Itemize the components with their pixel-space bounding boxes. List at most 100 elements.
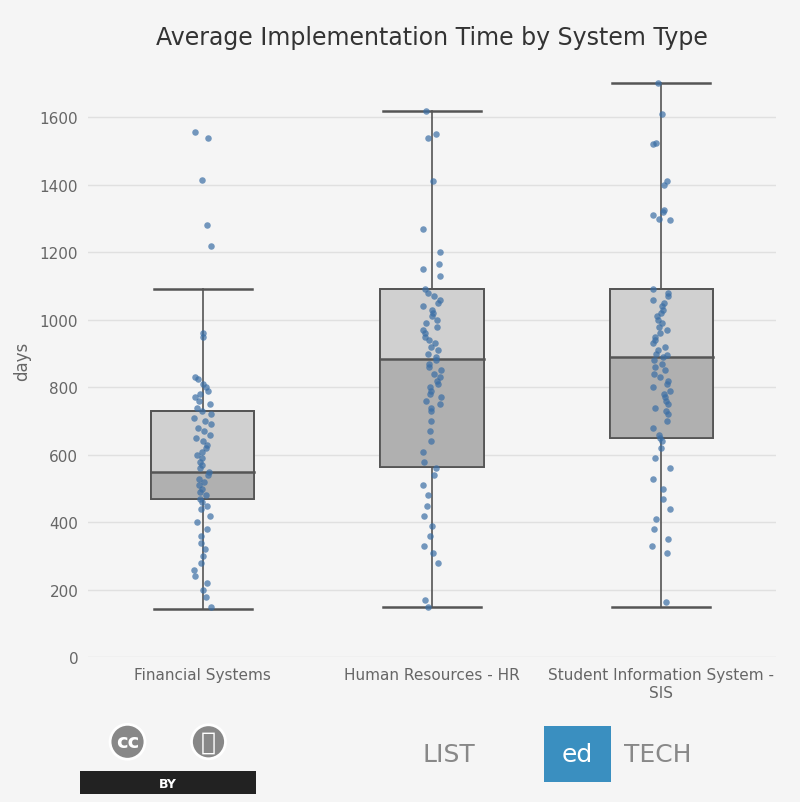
Point [194,486,206,499]
Point [192,395,205,407]
Point [417,324,430,337]
Point [200,577,213,590]
Point [425,415,438,428]
Point [422,489,434,502]
Point [421,500,434,512]
Point [197,435,210,448]
Point [650,137,662,150]
Point [194,463,206,476]
Bar [610,290,713,439]
Point [647,472,660,485]
Point [419,327,432,340]
Point [194,503,207,516]
Point [656,358,669,371]
Point [646,209,659,222]
Title: Average Implementation Time by System Type: Average Implementation Time by System Ty… [156,26,708,50]
Point [663,385,676,398]
Point [660,378,673,391]
Point [195,483,208,496]
Point [199,442,212,455]
Bar [610,290,713,439]
Point [655,435,668,448]
Point [428,469,441,482]
Point [199,382,212,395]
Point [188,391,201,404]
Point [425,385,438,398]
Point [198,476,210,488]
Bar [381,290,483,467]
Point [194,557,207,569]
Point [431,344,444,357]
Bar [151,411,254,499]
Point [424,530,437,543]
Point [198,415,211,428]
Point [647,523,660,536]
Point [662,290,674,303]
Point [649,361,662,374]
Point [663,503,676,516]
Point [651,314,664,327]
Point [658,205,670,217]
Bar [151,411,254,499]
Point [195,537,208,549]
Point [656,301,669,314]
Point [196,331,209,344]
Point [197,584,210,597]
Point [417,480,430,492]
Point [430,463,442,476]
Point [646,294,659,306]
Point [653,428,666,441]
Point [204,509,217,522]
Point [655,442,668,455]
Point [658,388,670,401]
Point [656,351,669,364]
Point [660,176,673,188]
Point [419,318,432,330]
Point [656,483,669,496]
Point [662,375,675,387]
Point [647,139,660,152]
Point [193,472,206,485]
Bar [544,726,611,782]
Point [422,361,435,374]
Point [196,378,209,391]
Point [648,368,661,381]
Point [417,301,430,314]
Point [661,350,674,363]
Point [195,405,208,418]
Point [434,246,446,259]
Point [192,480,205,492]
Point [424,388,437,401]
Point [419,284,432,297]
Point [196,459,209,472]
Point [660,324,673,337]
Point [205,419,218,431]
Point [191,422,204,435]
Point [650,348,662,361]
Point [194,456,206,468]
Point [418,456,430,468]
Point [422,132,434,145]
Point [423,425,436,438]
Point [434,391,447,404]
Point [656,206,669,219]
Point [187,564,200,577]
Point [194,388,207,401]
Point [427,547,440,560]
Point [197,327,210,340]
Point [417,223,430,236]
Point [191,449,204,462]
Point [195,496,208,509]
Point [430,354,442,367]
Point [663,215,676,228]
Point [422,287,434,300]
Point [430,375,443,387]
Point [192,373,205,386]
Point [649,334,662,347]
Text: LIST: LIST [422,742,475,766]
Point [660,405,673,418]
Point [201,523,214,536]
Point [662,287,674,300]
Point [195,530,208,543]
Point [205,241,218,253]
